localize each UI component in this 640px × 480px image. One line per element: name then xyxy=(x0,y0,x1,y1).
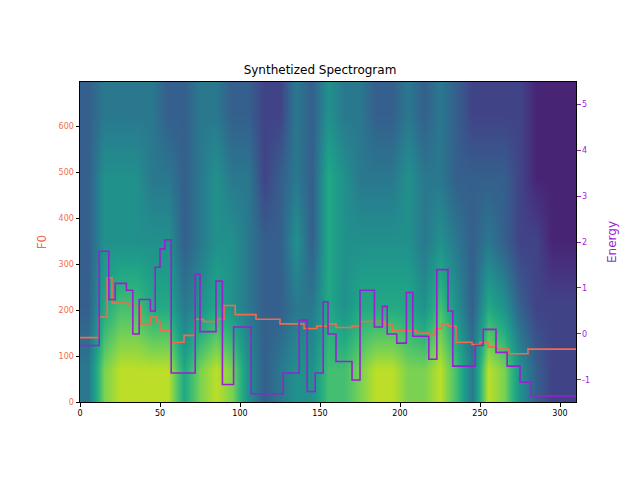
svg-text:2: 2 xyxy=(582,238,587,247)
svg-text:50: 50 xyxy=(155,409,165,418)
svg-text:150: 150 xyxy=(312,409,327,418)
svg-text:1: 1 xyxy=(582,284,587,293)
svg-text:300: 300 xyxy=(552,409,567,418)
svg-text:250: 250 xyxy=(472,409,487,418)
svg-text:400: 400 xyxy=(59,214,74,223)
svg-text:Energy: Energy xyxy=(605,221,619,263)
svg-text:600: 600 xyxy=(59,122,74,131)
svg-text:0: 0 xyxy=(77,409,82,418)
svg-text:100: 100 xyxy=(232,409,247,418)
svg-text:200: 200 xyxy=(392,409,407,418)
svg-text:4: 4 xyxy=(582,146,587,155)
svg-text:500: 500 xyxy=(59,168,74,177)
svg-text:Synthetized Spectrogram: Synthetized Spectrogram xyxy=(244,63,397,77)
svg-text:-1: -1 xyxy=(582,376,590,385)
svg-text:300: 300 xyxy=(59,260,74,269)
svg-text:F0: F0 xyxy=(35,235,49,250)
svg-text:200: 200 xyxy=(59,306,74,315)
svg-text:100: 100 xyxy=(59,352,74,361)
svg-text:0: 0 xyxy=(69,398,74,407)
svg-text:5: 5 xyxy=(582,100,587,109)
svg-text:3: 3 xyxy=(582,192,587,201)
svg-text:0: 0 xyxy=(582,330,587,339)
